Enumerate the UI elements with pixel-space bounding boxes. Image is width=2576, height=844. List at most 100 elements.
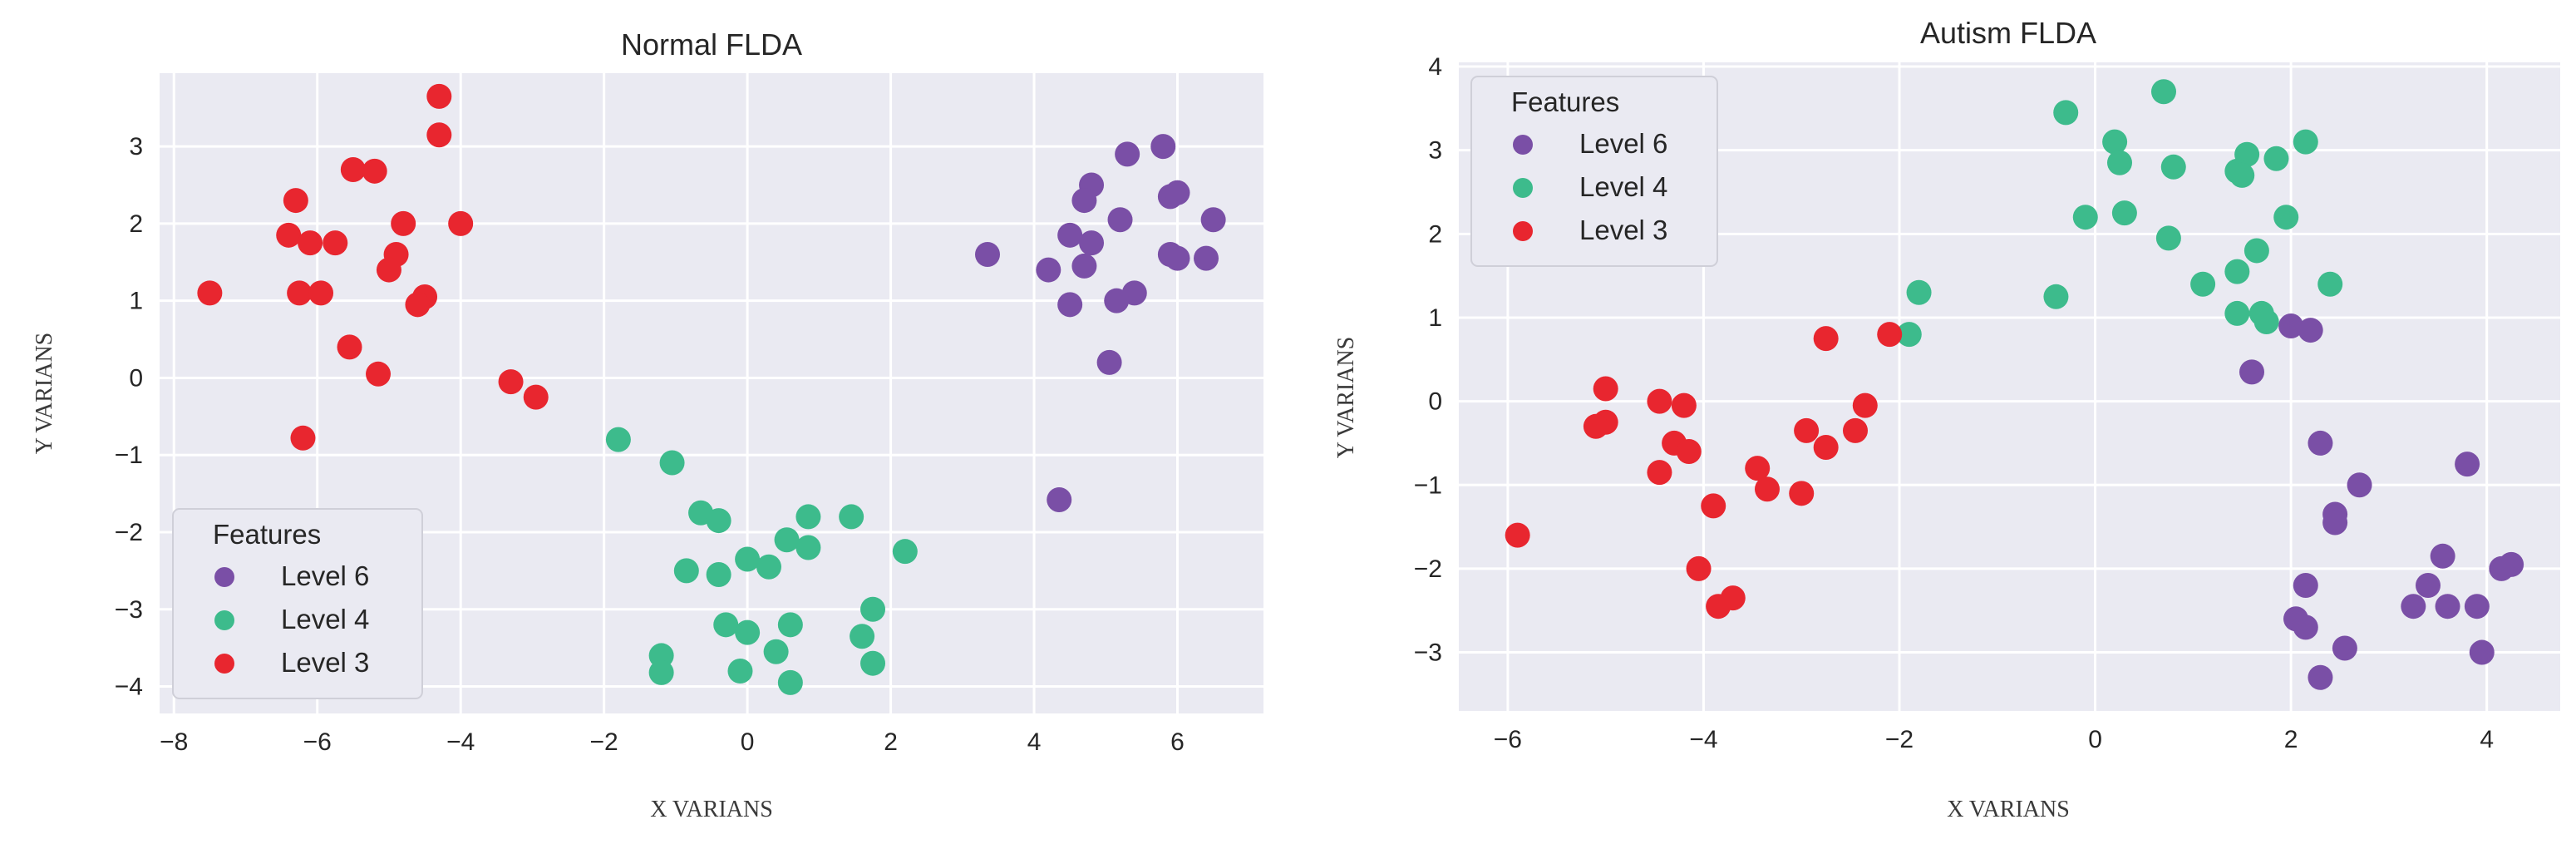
point-level-4 [860,650,886,676]
point-level-3 [323,230,348,256]
point-level-6 [1165,180,1190,205]
point-level-3 [1647,460,1672,486]
point-level-6 [2489,555,2514,581]
x-tick-label: 4 [1027,728,1042,756]
point-level-3 [1843,417,1868,443]
point-level-4 [2244,238,2269,264]
point-level-6 [1096,349,1122,375]
chart-title: Normal FLDA [621,27,802,62]
point-level-3 [298,230,323,256]
y-tick-label: −1 [115,442,143,469]
point-level-4 [777,612,803,638]
point-level-3 [1745,456,1771,481]
tick-labels: −6 −4 −2 0 2 4 −3 −2 −1 0 1 2 3 4 [1414,53,2494,753]
point-level-4 [659,450,685,476]
point-level-3 [1676,439,1702,464]
scatter-points [197,83,1226,695]
point-level-6 [1194,245,1219,271]
point-level-3 [283,188,308,214]
x-tick-label: 2 [2284,726,2298,753]
y-axis-label: Y VARIANS [32,333,57,455]
point-level-4 [2151,79,2176,105]
point-level-3 [290,425,316,451]
point-level-3 [1813,326,1839,352]
point-level-4 [850,624,875,649]
point-level-3 [1505,522,1530,548]
point-level-4 [2053,100,2079,126]
point-level-6 [2308,430,2333,456]
point-level-6 [1071,253,1097,279]
point-level-4 [892,539,918,565]
x-axis-label: X VARIANS [1947,797,2070,822]
x-tick-label: 0 [2088,726,2102,753]
point-level-4 [2224,259,2250,284]
point-level-4 [2273,205,2299,230]
y-tick-label: 2 [129,210,143,238]
tick-labels: −8 −6 −4 −2 0 2 4 6 −4 −3 −2 −1 0 1 2 3 [115,133,1185,756]
point-level-4 [2102,129,2128,155]
point-level-6 [2455,452,2480,477]
point-level-4 [2224,300,2250,326]
point-level-4 [2155,225,2181,251]
point-level-6 [1057,222,1083,248]
point-level-6 [1150,134,1176,160]
point-level-3 [362,158,387,184]
y-tick-label: 1 [1428,304,1442,332]
point-level-4 [763,639,789,664]
legend-marker [1513,135,1533,155]
point-level-4 [860,596,886,622]
y-tick-label: 3 [129,133,143,160]
point-level-4 [2107,150,2132,175]
point-level-3 [498,369,524,395]
point-level-3 [287,280,313,306]
point-level-3 [1671,392,1697,418]
x-tick-label: −4 [1689,726,1717,753]
x-tick-label: −6 [1494,726,1522,753]
point-level-6 [975,242,1000,268]
x-tick-label: −6 [303,728,332,756]
y-tick-label: −1 [1414,471,1442,499]
point-level-4 [735,546,761,572]
point-level-6 [2469,639,2495,665]
y-axis-label: Y VARIANS [1333,337,1359,459]
legend-label: Level 6 [281,560,369,591]
point-level-6 [2332,635,2357,661]
x-axis-label: X VARIANS [650,797,773,822]
y-tick-label: 3 [1428,137,1442,165]
point-level-4 [735,619,761,645]
y-tick-label: 4 [1428,53,1442,81]
point-level-6 [1047,487,1072,513]
point-level-4 [2293,129,2318,155]
point-level-3 [1789,481,1815,506]
point-level-4 [706,562,731,588]
x-tick-label: −4 [446,728,475,756]
point-level-4 [1896,322,1922,348]
point-level-4 [774,527,800,553]
y-tick-label: −4 [115,674,143,701]
point-level-3 [337,334,362,360]
point-level-6 [2293,614,2318,640]
point-level-6 [2239,359,2264,385]
point-level-6 [1104,288,1130,313]
point-level-4 [839,504,864,530]
x-tick-label: −2 [1885,726,1914,753]
point-level-3 [523,384,549,410]
x-tick-label: 2 [884,728,898,756]
point-level-3 [1794,417,1820,443]
point-level-6 [2435,594,2460,619]
x-tick-label: 6 [1170,728,1185,756]
legend-label: Level 4 [1579,171,1667,202]
point-level-3 [405,292,431,318]
x-tick-label: −8 [160,728,188,756]
point-level-3 [1686,555,1712,581]
point-level-4 [795,504,821,530]
point-level-6 [2347,472,2372,498]
point-level-6 [2293,573,2318,599]
point-level-3 [391,210,416,236]
point-level-3 [1877,322,1903,348]
point-level-4 [727,658,753,684]
legend-box [1470,76,1718,267]
point-level-6 [2322,510,2348,536]
point-level-4 [2111,200,2137,226]
